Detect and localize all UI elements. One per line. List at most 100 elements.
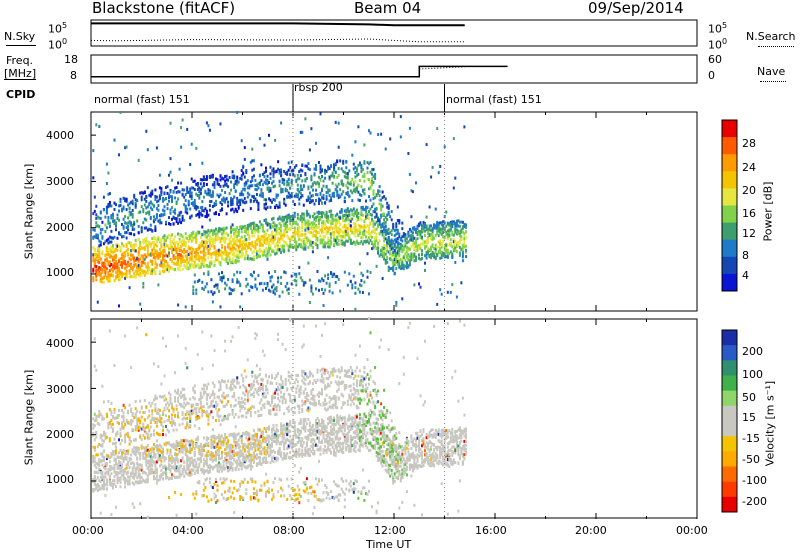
power-heatmap-cell xyxy=(195,146,198,150)
power-heatmap-cell xyxy=(360,206,363,209)
power-heatmap-cell xyxy=(286,228,289,232)
power-heatmap-cell xyxy=(201,161,204,165)
power-heatmap-cell xyxy=(163,234,166,238)
velocity-heatmap-cell xyxy=(121,464,123,468)
power-heatmap-cell xyxy=(193,201,196,205)
velocity-heatmap-cell xyxy=(108,464,111,468)
power-heatmap-cell xyxy=(190,186,193,190)
power-heatmap-cell xyxy=(162,265,164,269)
velocity-heatmap-cell xyxy=(131,481,134,485)
velocity-heatmap-cell xyxy=(92,478,95,481)
power-heatmap-cell xyxy=(145,206,148,210)
power-heatmap-cell xyxy=(436,231,439,235)
power-heatmap-cell xyxy=(433,226,436,230)
power-heatmap-cell xyxy=(224,247,227,251)
power-heatmap-cell xyxy=(95,274,98,278)
power-heatmap-cell xyxy=(348,209,351,213)
power-heatmap-cell xyxy=(357,287,360,291)
power-heatmap-cell xyxy=(337,277,340,281)
power-heatmap-cell xyxy=(189,190,192,194)
power-heatmap-cell xyxy=(457,240,460,244)
power-heatmap-cell xyxy=(334,227,337,231)
velocity-heatmap-cell xyxy=(145,480,148,484)
power-heatmap-cell xyxy=(104,258,107,262)
power-heatmap-cell xyxy=(177,221,180,225)
power-heatmap-cell xyxy=(451,225,454,229)
velocity-heatmap-cell xyxy=(125,451,128,455)
power-heatmap-cell xyxy=(428,254,431,258)
nsky-tick-low: 100 xyxy=(48,37,68,52)
power-heatmap-cell xyxy=(410,245,413,249)
power-heatmap-cell xyxy=(328,289,331,293)
power-heatmap-cell xyxy=(315,141,317,145)
vel-cbar-tick-neg100: -100 xyxy=(742,474,767,487)
power-heatmap-cell xyxy=(413,259,416,263)
velocity-heatmap-cell xyxy=(92,454,95,458)
power-heatmap-cell xyxy=(371,217,373,221)
power-heatmap-cell xyxy=(283,201,286,205)
power-heatmap-cell xyxy=(387,232,390,236)
power-heatmap-cell xyxy=(219,229,222,233)
power-heatmap-cell xyxy=(371,235,373,239)
velocity-heatmap-cell xyxy=(113,411,116,415)
power-heatmap-cell xyxy=(199,236,202,240)
velocity-heatmap-cell xyxy=(108,460,111,464)
power-heatmap-cell xyxy=(186,250,189,253)
power-heatmap-cell xyxy=(408,234,411,238)
power-heatmap-cell xyxy=(266,284,269,288)
power-heatmap-cell xyxy=(105,275,108,279)
power-heatmap-cell xyxy=(98,270,101,274)
power-heatmap-cell xyxy=(358,232,361,235)
velocity-heatmap-cell xyxy=(99,444,102,448)
power-heatmap-cell xyxy=(211,300,214,304)
power-heatmap-cell xyxy=(321,277,323,281)
power-heatmap-cell xyxy=(266,205,269,209)
power-heatmap-cell xyxy=(219,305,222,309)
power-heatmap-cell xyxy=(208,235,211,238)
power-heatmap-cell xyxy=(380,215,383,219)
power-heatmap-cell xyxy=(208,262,211,266)
power-heatmap-cell xyxy=(95,221,98,225)
power-heatmap-cell xyxy=(415,238,417,242)
power-heatmap-cell xyxy=(215,199,217,203)
power-heatmap-cell xyxy=(168,216,170,220)
power-heatmap-cell xyxy=(231,252,234,256)
velocity-heatmap-cell xyxy=(108,474,111,478)
power-heatmap-cell xyxy=(137,269,140,273)
power-heatmap-cell xyxy=(239,250,242,254)
power-heatmap-cell xyxy=(128,213,131,217)
power-heatmap-cell xyxy=(272,241,275,245)
velocity-heatmap-cell xyxy=(152,447,155,451)
velocity-heatmap-cell xyxy=(131,471,134,475)
power-heatmap-cell xyxy=(158,247,161,251)
power-heatmap-cell xyxy=(355,186,358,190)
power-heatmap-cell xyxy=(202,240,205,244)
power-heatmap-cell xyxy=(189,266,192,270)
power-heatmap-cell xyxy=(102,276,105,280)
power-heatmap-cell xyxy=(331,230,334,234)
power-heatmap-cell xyxy=(410,258,413,262)
power-heatmap-cell xyxy=(149,269,152,273)
power-heatmap-cell xyxy=(202,260,205,264)
power-heatmap-cell xyxy=(387,242,390,246)
power-heatmap-cell xyxy=(457,232,460,235)
power-heatmap-cell xyxy=(372,180,375,184)
velocity-heatmap-cell xyxy=(125,466,128,470)
power-heatmap-cell xyxy=(133,257,136,261)
power-heatmap-cell xyxy=(368,129,370,133)
power-heatmap-cell xyxy=(381,254,384,258)
power-heatmap-cell xyxy=(307,185,310,189)
power-heatmap-cell xyxy=(363,143,366,147)
power-heatmap-cell xyxy=(407,240,410,244)
power-heatmap-cell xyxy=(181,214,184,218)
power-heatmap-cell xyxy=(343,229,346,233)
power-heatmap-cell xyxy=(411,231,414,235)
velocity-heatmap-cell xyxy=(134,425,137,428)
power-heatmap-cell xyxy=(139,240,142,244)
power-heatmap-cell xyxy=(413,247,416,251)
power-heatmap-cell xyxy=(402,245,405,249)
power-heatmap-cell xyxy=(239,244,242,248)
power-heatmap-cell xyxy=(199,250,202,254)
power-heatmap-cell xyxy=(293,194,296,198)
power-heatmap-cell xyxy=(307,238,310,242)
